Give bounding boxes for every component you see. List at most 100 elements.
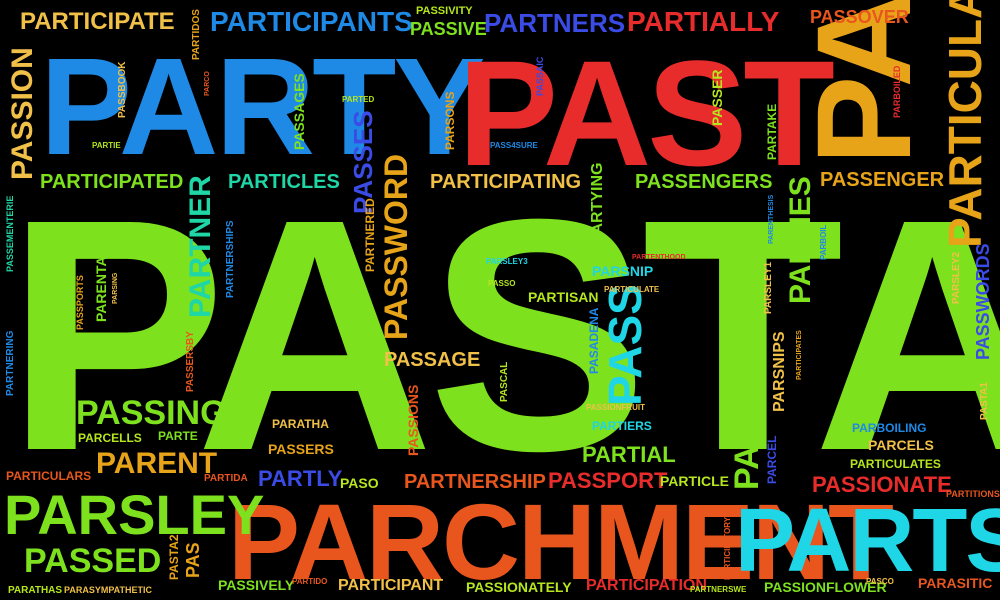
word-parenthesis: PARENTHESIS — [768, 194, 775, 244]
word-parted: PARTED — [342, 95, 375, 104]
word-passed: PASSED — [24, 542, 162, 580]
word-parcels: PARCELS — [868, 437, 934, 453]
word-pass: PASS — [599, 284, 651, 406]
word-particulars: PARTICULARS — [6, 469, 92, 483]
word-partida: PARTIDA — [204, 473, 248, 484]
word-parsons: PARSONS — [443, 91, 457, 150]
word-passover: PASSOVER — [810, 7, 909, 27]
word-parsley: PARSLEY — [4, 483, 265, 546]
word-passage: PASSAGE — [384, 349, 481, 371]
word-pass4sure: PASS4SURE — [490, 141, 538, 150]
word-parsley1: PARSLEY1 — [763, 261, 774, 314]
word-participating: PARTICIPATING — [430, 171, 582, 193]
word-participate: PARTICIPATE — [20, 8, 175, 35]
word-partially: PARTIALLY — [627, 6, 780, 37]
word-paso: PASO — [340, 475, 379, 491]
word-partiers: PARTIERS — [592, 419, 652, 433]
word-partners: PARTNERS — [484, 8, 626, 38]
word-passersby: PASSERSBY — [185, 331, 196, 392]
word-pasadena: PASADENA — [587, 307, 601, 374]
word-parco: PARCO — [204, 71, 211, 96]
word-partido: PARTIDO — [292, 577, 328, 586]
word-passo: PASSO — [488, 279, 516, 288]
word-passionfruit: PASSIONFRUIT — [586, 403, 645, 412]
word-partenthood: PARTENTHOOD — [632, 254, 686, 261]
word-particles: PARTICLES — [228, 171, 340, 193]
word-passions: PASSIONS — [405, 384, 421, 456]
word-passers: PASSERS — [268, 441, 334, 457]
word-parsley2: PARSLEY2 — [951, 251, 962, 304]
word-partnering: PARTNERING — [5, 330, 16, 396]
word-parsnips: PARSNIPS — [771, 331, 788, 412]
word-parboil: PARBOIL — [819, 224, 828, 260]
word-passementerie: PASSEMENTERIE — [5, 195, 15, 272]
word-passionately: PASSIONATELY — [466, 579, 572, 595]
word-parcel: PARCEL — [765, 435, 779, 484]
word-participated: PARTICIPATED — [40, 171, 184, 193]
word-parchment: PARCHMENT — [228, 481, 894, 600]
word-passion: PASSION — [6, 47, 39, 180]
word-parboiled: PARBOILED — [892, 65, 902, 118]
word-pasta2: PASTA2 — [167, 534, 181, 580]
word-passing: PASSING — [76, 394, 227, 432]
word-pas: PAS — [183, 542, 203, 578]
word-participants: PARTICIPANTS — [210, 6, 413, 37]
word-parte: PARTE — [158, 429, 198, 443]
word-password: PASSWORD — [378, 153, 414, 340]
word-passively: PASSIVELY — [218, 577, 295, 593]
word-particularly: PARTICULARLY — [728, 231, 766, 490]
word-passer: PASSER — [709, 69, 725, 126]
word-partisan: PARTISAN — [528, 289, 599, 305]
word-parsley3: PARSLEY3 — [486, 257, 528, 266]
word-partial: PARTIAL — [582, 442, 676, 467]
word-parasympathetic: PARASYMPATHETIC — [64, 585, 153, 595]
word-parsing: PARSING — [112, 272, 119, 304]
word-partnerswe: PARTNERSWE — [690, 585, 747, 594]
word-partie: PARTIE — [92, 141, 121, 150]
word-passionate: PASSIONATE — [812, 472, 952, 497]
word-parasitic: PARASITIC — [918, 575, 993, 591]
word-passport: PASSPORT — [548, 468, 668, 493]
word-partnership: PARTNERSHIP — [404, 471, 546, 493]
word-passenger: PASSENGER — [820, 169, 945, 191]
word-parcells: PARCELLS — [78, 431, 142, 445]
word-participatory: PARTICIPATORY — [723, 516, 732, 580]
word-particular: PARTICULAR — [939, 0, 991, 248]
word-passionflower: PASSIONFLOWER — [764, 579, 887, 595]
word-parts: PARTS — [735, 491, 1000, 591]
word-passengers: PASSENGERS — [635, 171, 773, 193]
word-partly: PARTLY — [258, 466, 343, 491]
word-partake: PARTAKE — [765, 103, 779, 160]
word-past: PAST — [458, 29, 835, 197]
word-parental: PARENTAL — [93, 247, 109, 322]
word-particle: PARTICLE — [660, 473, 729, 489]
word-passaic: PASSAIC — [535, 56, 545, 96]
word-passivity: PASSIVITY — [416, 5, 473, 17]
word-pasco: PASCO — [866, 577, 894, 586]
word-parathas: PARATHAS — [8, 585, 63, 596]
word-parboiling: PARBOILING — [852, 421, 927, 435]
word-pasta1: PASTA1 — [979, 382, 990, 420]
word-parent: PARENT — [96, 447, 218, 480]
word-passages: PASSAGES — [291, 73, 307, 150]
word-partnerships: PARTNERSHIPS — [225, 220, 236, 298]
word-participation: PARTICIPATION — [586, 577, 707, 594]
word-participates: PARTICIPATES — [796, 330, 803, 380]
word-particulates: PARTICULATES — [850, 457, 941, 471]
word-parties: PARTIES — [784, 176, 817, 304]
word-partnered: PARTNERED — [363, 198, 377, 272]
word-partying: PARTYING — [589, 162, 606, 244]
word-partidos: PARTIDOS — [191, 9, 202, 60]
word-party: PARTY — [40, 30, 485, 184]
word-passbook: PASSBOOK — [117, 61, 128, 119]
word-pascal: PASCAL — [499, 361, 510, 402]
word-partner: PARTNER — [184, 175, 217, 318]
word-passports: PASSPORTS — [75, 275, 85, 330]
word-passive: PASSIVE — [410, 19, 487, 39]
word-pasta: PASTA — [6, 150, 1000, 519]
word-paratha: PARATHA — [272, 417, 329, 431]
word-particulate: PARTICULATE — [604, 285, 660, 294]
word-passwords: PASSWORDS — [973, 243, 993, 360]
word-parsnip: PARSNIP — [592, 263, 654, 279]
